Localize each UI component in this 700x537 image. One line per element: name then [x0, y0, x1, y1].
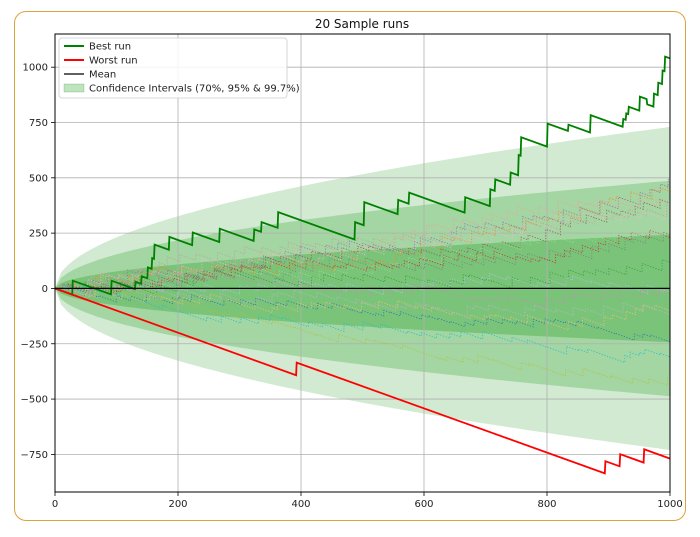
y-tick-label-3: 0	[42, 284, 48, 295]
sample-run-1	[55, 184, 670, 297]
x-tick-label-3: 600	[414, 499, 433, 510]
legend-box	[58, 37, 288, 99]
sample-run-11	[55, 287, 670, 331]
sample-run-9	[55, 285, 670, 364]
x-tick-label-0: 0	[52, 499, 58, 510]
y-tick-label-1: −500	[21, 395, 48, 406]
x-tick-label-2: 400	[291, 499, 310, 510]
sample-run-6	[55, 271, 670, 309]
legend-label-0: Best run	[89, 42, 131, 53]
sample-runs	[55, 179, 670, 387]
legend-swatch-3	[63, 83, 85, 93]
series-lines	[55, 55, 670, 475]
x-tick-label-5: 1000	[657, 499, 682, 510]
sample-run-5	[55, 198, 670, 294]
y-tick-label-0: −750	[21, 450, 48, 461]
y-axis: −750 −500 −250 0 250 500 750 1000	[21, 63, 55, 461]
sample-run-12	[55, 224, 670, 297]
legend-label-2: Mean	[89, 70, 116, 81]
plot-area-border	[54, 33, 671, 493]
y-tick-label-4: 250	[29, 229, 48, 240]
sample-run-2	[55, 258, 670, 296]
y-tick-label-7: 1000	[23, 63, 48, 74]
sample-run-16	[55, 206, 670, 296]
x-axis: 0 200 400 600 800 1000	[52, 492, 683, 510]
x-tick-label-4: 800	[537, 499, 556, 510]
sample-run-14	[55, 284, 670, 319]
sample-run-15	[55, 201, 670, 297]
y-tick-label-5: 500	[29, 173, 48, 184]
legend-label-3: Confidence Intervals (70%, 95% & 99.7%)	[89, 84, 300, 95]
x-tick-label-1: 200	[168, 499, 187, 510]
series-worst-run	[55, 287, 670, 475]
legend: Best run Worst run Mean Confidence Interval…	[58, 37, 300, 99]
sample-run-8	[55, 286, 670, 387]
series-best-run	[55, 55, 670, 296]
y-tick-label-6: 750	[29, 118, 48, 129]
y-tick-label-2: −250	[21, 339, 48, 350]
legend-label-1: Worst run	[89, 56, 138, 67]
chart-title: 20 Sample runs	[315, 17, 409, 31]
